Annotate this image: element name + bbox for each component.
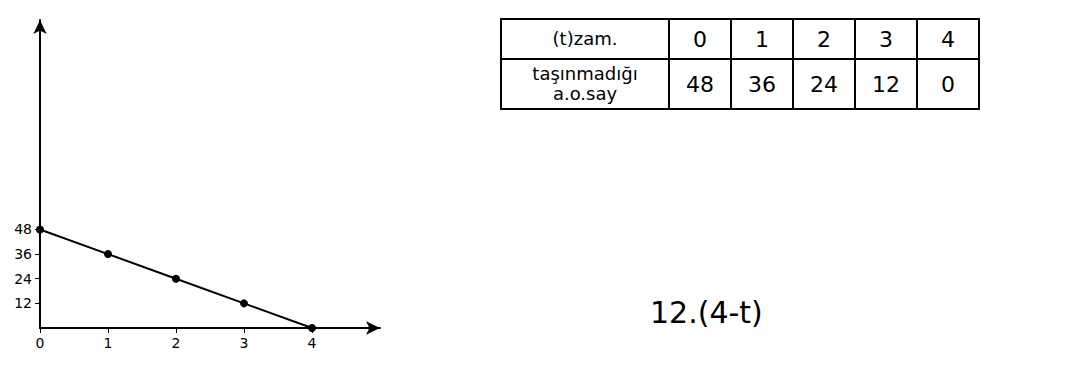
html-text:48: 48 xyxy=(686,71,714,97)
html-text:taşınmadığı a.o.say: taşınmadığı a.o.say xyxy=(532,63,638,104)
html-text:12.(4-t): 12.(4-t) xyxy=(650,295,763,330)
svg-text:12: 12 xyxy=(14,295,32,311)
svg-text:2: 2 xyxy=(172,335,181,351)
svg-text:48: 48 xyxy=(14,221,32,237)
html-text:0: 0 xyxy=(693,26,707,52)
html-text:1: 1 xyxy=(755,26,769,52)
svg-text:0: 0 xyxy=(36,335,45,351)
html-text:3: 3 xyxy=(879,26,893,52)
html-text:2: 2 xyxy=(817,26,831,52)
svg-text:1: 1 xyxy=(104,335,113,351)
svg-text:24: 24 xyxy=(14,271,32,287)
html-text:0: 0 xyxy=(941,71,955,97)
html-text:36: 36 xyxy=(748,71,776,97)
html-text:24: 24 xyxy=(810,71,838,97)
svg-text:3: 3 xyxy=(240,335,249,351)
svg-text:36: 36 xyxy=(14,246,32,262)
html-text:12: 12 xyxy=(872,71,900,97)
html-text:(t)zam.: (t)zam. xyxy=(552,28,618,49)
html-text:4: 4 xyxy=(941,26,955,52)
svg-text:4: 4 xyxy=(308,335,317,351)
